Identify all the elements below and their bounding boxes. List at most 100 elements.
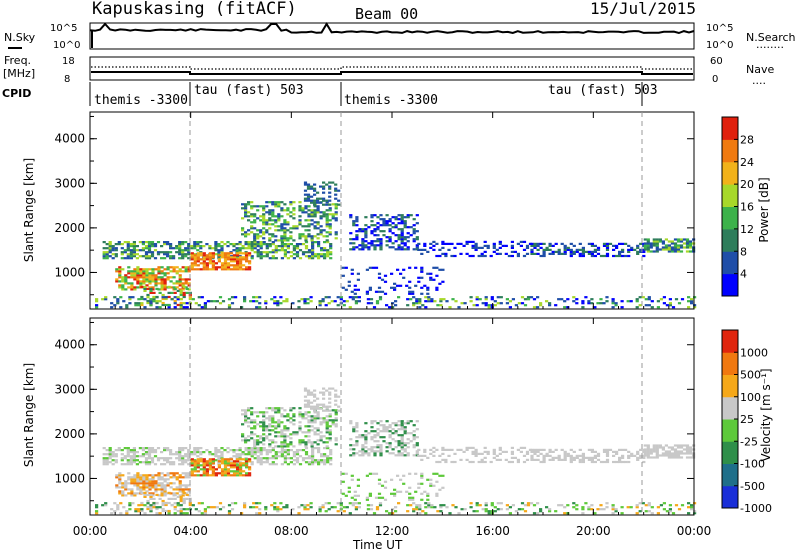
- range-cell: [545, 300, 549, 303]
- range-cell: [465, 242, 469, 245]
- range-cell: [253, 239, 257, 242]
- range-cell: [361, 248, 365, 251]
- range-cell: [394, 510, 398, 513]
- range-cell: [163, 278, 167, 281]
- range-cell: [423, 244, 427, 247]
- range-cell: [391, 428, 395, 431]
- range-cell: [412, 238, 416, 241]
- range-cell: [160, 270, 164, 273]
- range-cell: [655, 248, 659, 251]
- range-cell: [169, 472, 173, 475]
- range-cell: [400, 238, 404, 241]
- range-cell: [642, 254, 646, 258]
- range-cell: [408, 290, 412, 293]
- range-cell: [328, 209, 332, 212]
- range-cell: [643, 454, 647, 457]
- range-cell: [202, 266, 206, 269]
- range-cell: [271, 233, 275, 236]
- range-cell: [178, 243, 182, 246]
- range-cell: [139, 274, 143, 277]
- range-cell: [160, 272, 164, 275]
- range-cell: [184, 249, 188, 252]
- range-cell: [670, 242, 674, 245]
- range-cell: [164, 503, 168, 507]
- range-cell: [380, 484, 385, 487]
- range-cell: [274, 249, 278, 252]
- range-cell: [128, 296, 132, 299]
- range-cell: [289, 251, 293, 254]
- range-cell: [114, 247, 118, 250]
- range-cell: [226, 266, 231, 269]
- range-cell: [169, 270, 173, 273]
- range-cell: [232, 245, 236, 248]
- range-cell: [283, 415, 287, 418]
- range-cell: [250, 455, 254, 458]
- range-cell: [184, 282, 188, 285]
- range-cell: [166, 478, 170, 481]
- range-cell: [273, 506, 277, 509]
- range-cell: [633, 248, 637, 251]
- range-cell: [507, 254, 511, 258]
- range-cell: [364, 232, 368, 235]
- range-cell: [429, 278, 433, 281]
- range-cell: [322, 391, 326, 394]
- range-cell: [116, 298, 120, 301]
- range-cell: [242, 256, 246, 259]
- range-cell: [376, 244, 380, 247]
- range-cell: [166, 449, 170, 452]
- range-cell: [635, 512, 639, 515]
- range-cell: [250, 243, 254, 246]
- range-cell: [400, 438, 404, 441]
- range-cell: [590, 460, 594, 464]
- range-cell: [124, 288, 128, 291]
- range-cell: [417, 248, 421, 251]
- range-cell: [178, 447, 182, 450]
- range-cell: [415, 236, 419, 239]
- colorbar-segment: [722, 419, 738, 442]
- range-cell: [304, 451, 309, 454]
- range-cell: [379, 238, 383, 241]
- range-cell: [199, 245, 203, 248]
- range-cell: [636, 456, 640, 459]
- range-cell: [587, 252, 591, 255]
- range-cell: [229, 470, 234, 473]
- range-cell: [160, 486, 164, 489]
- range-cell: [548, 252, 552, 255]
- range-cell: [438, 268, 442, 271]
- range-cell: [178, 249, 182, 252]
- range-cell: [477, 254, 481, 258]
- range-cell: [259, 453, 263, 456]
- range-cell: [268, 223, 272, 226]
- range-cell: [429, 478, 433, 481]
- range-cell: [575, 248, 579, 251]
- range-cell: [139, 280, 143, 283]
- range-cell: [271, 415, 275, 418]
- range-cell: [349, 214, 353, 217]
- range-cell: [690, 506, 694, 509]
- range-cell: [313, 417, 317, 420]
- range-cell: [650, 306, 654, 309]
- range-cell: [548, 248, 552, 251]
- colorbar-tick-label: 1000: [740, 346, 768, 359]
- range-cell: [283, 427, 287, 430]
- range-cell: [181, 241, 185, 244]
- range-cell: [236, 470, 240, 473]
- range-cell: [679, 238, 684, 241]
- range-cell: [364, 440, 368, 443]
- range-cell: [646, 250, 650, 253]
- range-cell: [320, 455, 324, 458]
- colorbar-segment: [722, 463, 738, 487]
- range-cell: [223, 458, 228, 461]
- range-cell: [247, 425, 251, 428]
- nsky-panel: N.Sky 10^5 10^0 10^5 10^0 N.Search .....…: [4, 22, 796, 51]
- range-cell: [383, 486, 388, 489]
- range-cell: [255, 506, 259, 509]
- range-cell: [481, 508, 485, 511]
- range-cell: [256, 233, 260, 236]
- range-cell: [317, 241, 321, 244]
- range-cell: [612, 244, 616, 247]
- range-cell: [605, 248, 610, 251]
- range-cell: [163, 253, 167, 256]
- range-cell: [498, 246, 502, 249]
- range-cell: [276, 300, 280, 303]
